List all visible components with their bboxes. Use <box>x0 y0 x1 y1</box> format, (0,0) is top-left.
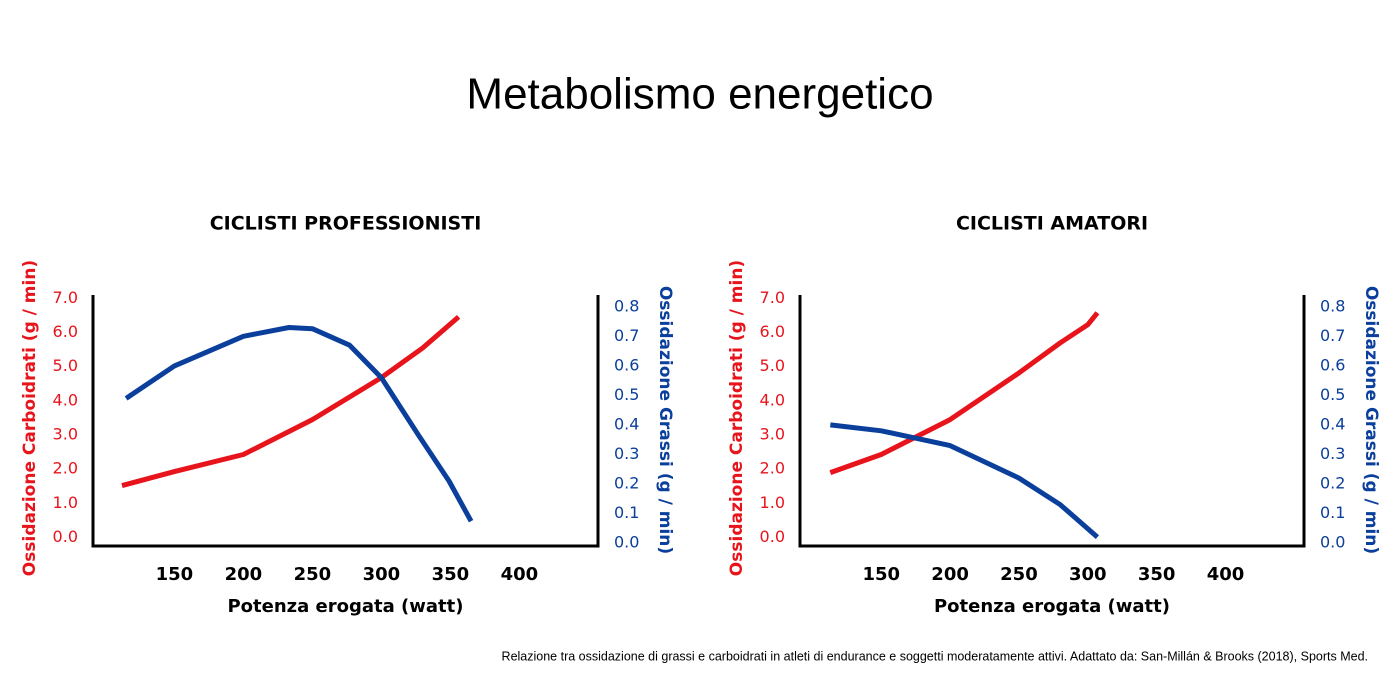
subplot-title: CICLISTI AMATORI <box>956 213 1148 235</box>
x-tick-label: 150 <box>862 564 900 585</box>
y2-tick-label: 0.0 <box>614 533 639 552</box>
y2-tick-label: 0.3 <box>614 444 639 463</box>
data-line <box>121 315 461 489</box>
y-tick-label: 6.0 <box>760 322 785 341</box>
axis-frame <box>798 295 1306 548</box>
x-tick-label: 200 <box>225 564 263 585</box>
footnote: Relazione tra ossidazione di grassi e ca… <box>502 649 1368 663</box>
y2-axis-label: Ossidazione Grassi (g / min) <box>1361 286 1381 554</box>
x-tick-label: 250 <box>1000 564 1038 585</box>
y2-tick-label: 0.6 <box>614 355 639 374</box>
y-tick-label: 2.0 <box>53 459 78 478</box>
x-tick-label: 400 <box>1207 564 1245 585</box>
x-tick-label: 400 <box>501 564 539 585</box>
y-tick-label: 4.0 <box>53 390 78 409</box>
y-tick-label: 6.0 <box>53 322 78 341</box>
data-line <box>829 311 1100 475</box>
x-axis-label: Potenza erogata (watt) <box>934 596 1170 617</box>
y2-tick-label: 0.1 <box>1320 503 1345 522</box>
y2-tick-label: 0.6 <box>1320 355 1345 374</box>
y2-tick-label: 0.3 <box>1320 444 1345 463</box>
y2-tick-label: 0.4 <box>1320 414 1345 433</box>
data-line <box>124 325 474 523</box>
y-tick-label: 5.0 <box>760 356 785 375</box>
x-tick-label: 250 <box>294 564 332 585</box>
y2-tick-label: 0.0 <box>1320 533 1345 552</box>
y2-axis-label: Ossidazione Grassi (g / min) <box>655 286 675 554</box>
y-tick-label: 4.0 <box>760 390 785 409</box>
x-axis-label: Potenza erogata (watt) <box>227 596 463 617</box>
y-tick-label: 1.0 <box>760 493 785 512</box>
y-tick-label: 3.0 <box>760 425 785 444</box>
y-tick-label: 1.0 <box>53 493 78 512</box>
y2-tick-label: 0.1 <box>614 503 639 522</box>
y-tick-label: 0.0 <box>53 527 78 546</box>
y-tick-label: 5.0 <box>53 356 78 375</box>
subplot-title: CICLISTI PROFESSIONISTI <box>210 213 482 235</box>
axis-frame <box>91 295 600 548</box>
x-tick-label: 150 <box>156 564 194 585</box>
y2-tick-label: 0.2 <box>1320 473 1345 492</box>
y-axis-label: Ossidazione Carboidrati (g / min) <box>20 260 40 576</box>
chart-title: Metabolismo energetico <box>466 70 933 119</box>
y2-tick-label: 0.7 <box>614 326 639 345</box>
y-axis-label: Ossidazione Carboidrati (g / min) <box>727 260 747 576</box>
x-tick-label: 200 <box>931 564 969 585</box>
y2-tick-label: 0.8 <box>1320 296 1345 315</box>
x-tick-label: 300 <box>1069 564 1107 585</box>
y-tick-label: 2.0 <box>760 459 785 478</box>
x-tick-label: 300 <box>363 564 401 585</box>
y2-tick-label: 0.8 <box>614 296 639 315</box>
x-tick-label: 350 <box>1138 564 1176 585</box>
y-tick-label: 0.0 <box>760 527 785 546</box>
y-tick-label: 7.0 <box>53 288 78 307</box>
y2-tick-label: 0.4 <box>614 414 639 433</box>
y2-tick-label: 0.2 <box>614 473 639 492</box>
y2-tick-label: 0.5 <box>1320 385 1345 404</box>
x-tick-label: 350 <box>432 564 470 585</box>
y-tick-label: 7.0 <box>760 288 785 307</box>
y2-tick-label: 0.5 <box>614 385 639 404</box>
y2-tick-label: 0.7 <box>1320 326 1345 345</box>
data-line <box>830 422 1100 539</box>
y-tick-label: 3.0 <box>53 425 78 444</box>
